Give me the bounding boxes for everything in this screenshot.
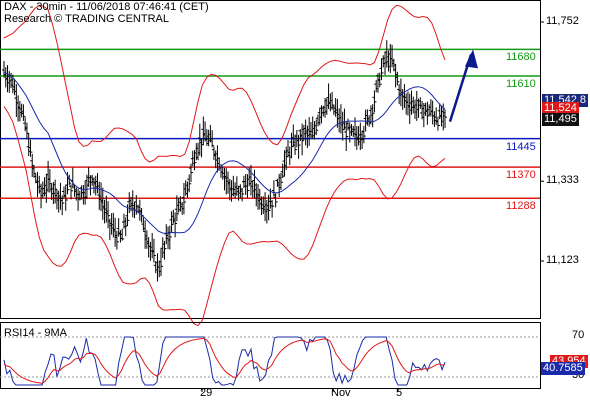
rsi-panel: [0, 322, 541, 392]
rsi-ma-line: [3, 337, 446, 384]
forecast-arrow-head: [465, 49, 478, 69]
bollinger-upper-line: [3, 4, 446, 163]
value-tag: 11,524: [542, 101, 579, 115]
bollinger-lower-line: [3, 106, 446, 327]
y-tick-label: 11,752: [546, 15, 579, 27]
y-tick-label: 11,123: [546, 254, 579, 266]
x-tick-label: 29: [200, 387, 213, 399]
moving-average-line: [3, 71, 446, 234]
y-tick-label: 11,333: [546, 174, 579, 187]
rsi-title: RSI14 - 9MA: [4, 327, 67, 339]
level-label-support_1: 11370: [506, 169, 536, 182]
price-panel: [0, 0, 544, 327]
chart-header-line2: Research © TRADING CENTRAL: [4, 13, 169, 25]
level-label-resistance_1: 11610: [506, 77, 536, 90]
rsi-tick-label: 70: [572, 329, 585, 341]
level-label-pivot: 11445: [506, 140, 536, 153]
rsi-line: [3, 336, 446, 386]
chart-header-line1: DAX - 30min - 11/06/2018 07:46:41 (CET): [4, 1, 209, 13]
level-label-support_2: 11288: [506, 200, 536, 213]
value-tag: 11,495: [542, 112, 579, 126]
x-tick-label: 5: [396, 387, 403, 399]
level-label-resistance_2: 11680: [506, 51, 536, 64]
rsi-panel-frame: [0, 322, 541, 389]
x-tick-label: Nov: [331, 387, 351, 399]
rsi-value-tag: 40.7585: [541, 362, 585, 376]
price-panel-frame: [0, 0, 541, 319]
